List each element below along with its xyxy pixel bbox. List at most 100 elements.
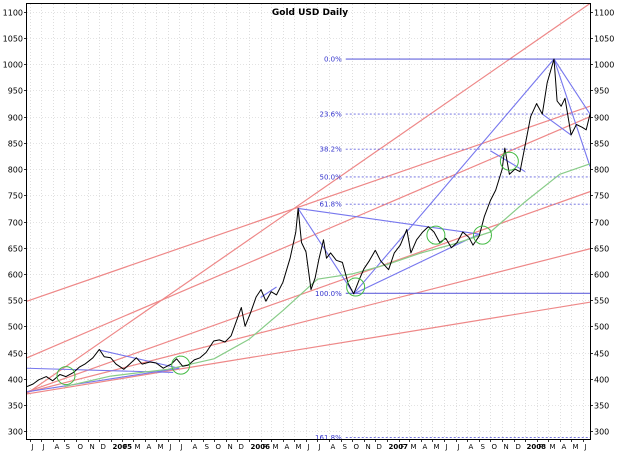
x-tick-label: M (158, 443, 164, 451)
x-tick-label: 2007 (389, 443, 409, 451)
series-layer (26, 58, 591, 388)
circle-marker (472, 225, 492, 245)
y-tick-label: 600 (8, 271, 23, 280)
y-tick-label: 600 (594, 271, 609, 280)
circle-marker (56, 366, 76, 386)
x-tick-label: M (573, 443, 579, 451)
y-tick-label: 300 (594, 428, 609, 437)
x-tick-label: M (273, 443, 279, 451)
blue-trendline (297, 208, 355, 295)
x-tick-label: D (377, 443, 382, 451)
circle-marker (171, 355, 191, 375)
blue-trendline (98, 349, 180, 369)
y-tick-label: 550 (594, 297, 609, 306)
circle-marker (499, 151, 519, 171)
red-trendline (26, 301, 591, 395)
y-tick-label: 750 (8, 192, 23, 201)
y-tick-label: 1000 (3, 61, 23, 70)
y-tick-label: 800 (8, 166, 23, 175)
grid-layer (27, 4, 590, 439)
y-tick-label: 700 (8, 219, 23, 228)
circle-marker (346, 277, 366, 297)
x-tick-label: D (516, 443, 521, 451)
x-tick-label: A (423, 443, 428, 451)
x-tick-label: A (331, 443, 336, 451)
y-tick-label: 700 (594, 219, 609, 228)
x-tick-label: 2005 (113, 443, 133, 451)
x-tick-label: 2006 (251, 443, 271, 451)
blue-trendline (353, 233, 480, 295)
x-tick-label: A (469, 443, 474, 451)
x-tick-label: A (147, 443, 152, 451)
x-tick-label: O (492, 443, 498, 451)
x-tick-label: S (66, 443, 71, 451)
x-tick-label: S (205, 443, 210, 451)
x-tick-label: M (411, 443, 417, 451)
y-tick-label: 750 (594, 192, 609, 201)
blue-trendline (26, 367, 180, 393)
x-tick-label: M (296, 443, 302, 451)
y-tick-label: 650 (594, 245, 609, 254)
y-tick-label: 1050 (3, 35, 23, 44)
y-tick-label: 850 (594, 140, 609, 149)
x-tick-label: N (228, 443, 233, 451)
x-tick-label: A (562, 443, 567, 451)
circle-marker (426, 225, 446, 245)
blue-trendline (298, 207, 480, 235)
y-tick-label: 1100 (3, 9, 23, 18)
blue-trendline (353, 58, 555, 295)
y-tick-label: 300 (8, 428, 23, 437)
x-tick-label: M (434, 443, 440, 451)
x-tick-label: N (90, 443, 95, 451)
x-tick-label: A (55, 443, 60, 451)
fib-level-label: 161.8% (315, 434, 342, 442)
fibonacci-layer: 0.0% 23.6% 38.2% 50.0% 61.8% 100.0% 161.8% (315, 56, 590, 442)
fib-level-label: 50.0% (319, 173, 342, 181)
blue-trendline (490, 150, 526, 173)
x-tick-label: S (343, 443, 348, 451)
x-tick-label: F (263, 443, 267, 451)
y-tick-label: 950 (8, 87, 23, 96)
x-tick-label: 2008 (527, 443, 547, 451)
y-tick-label: 550 (8, 297, 23, 306)
y-tick-label: 1100 (594, 9, 614, 18)
y-tick-label: 450 (8, 350, 23, 359)
red-trendline (26, 105, 591, 302)
y-tick-label: 850 (8, 140, 23, 149)
y-tick-label: 1050 (594, 35, 614, 44)
x-tick-label: O (354, 443, 360, 451)
fib-level-label: 100.0% (315, 290, 342, 298)
x-tick-label: F (401, 443, 405, 451)
fib-level-label: 0.0% (324, 56, 342, 64)
x-tick-label: J (42, 443, 45, 451)
y-tick-label: 650 (8, 245, 23, 254)
x-tick-label: N (366, 443, 371, 451)
x-tick-label: D (101, 443, 106, 451)
y-tick-label: 450 (594, 350, 609, 359)
x-tick-label: J (318, 443, 321, 451)
x-tick-label: O (216, 443, 222, 451)
x-tick-label: F (124, 443, 128, 451)
red-trendline (26, 191, 591, 393)
x-tick-label: N (504, 443, 509, 451)
price-series-line (26, 58, 591, 388)
fib-level-label: 38.2% (319, 146, 342, 154)
red-trendline (26, 248, 591, 393)
x-tick-label: J (457, 443, 460, 451)
x-tick-label: O (78, 443, 84, 451)
y-tick-label: 350 (594, 402, 609, 411)
x-tick-label: J (169, 443, 172, 451)
red-trendline (26, 2, 591, 394)
x-tick-label: D (239, 443, 244, 451)
x-tick-label: J (31, 443, 34, 451)
blue-trendline (553, 58, 591, 115)
y-tick-label: 900 (594, 114, 609, 123)
y-axis-left: 300 350 400 450 500 550 600 650 700 750 800 850 900 9… (3, 9, 27, 437)
y-tick-label: 500 (8, 323, 23, 332)
y-tick-label: 1000 (594, 61, 614, 70)
x-tick-label: J (584, 443, 587, 451)
y-axis-right: 300 350 400 450 500 550 600 650 700 750 800 850 900 9… (590, 9, 614, 437)
blue-trendline (553, 58, 591, 167)
